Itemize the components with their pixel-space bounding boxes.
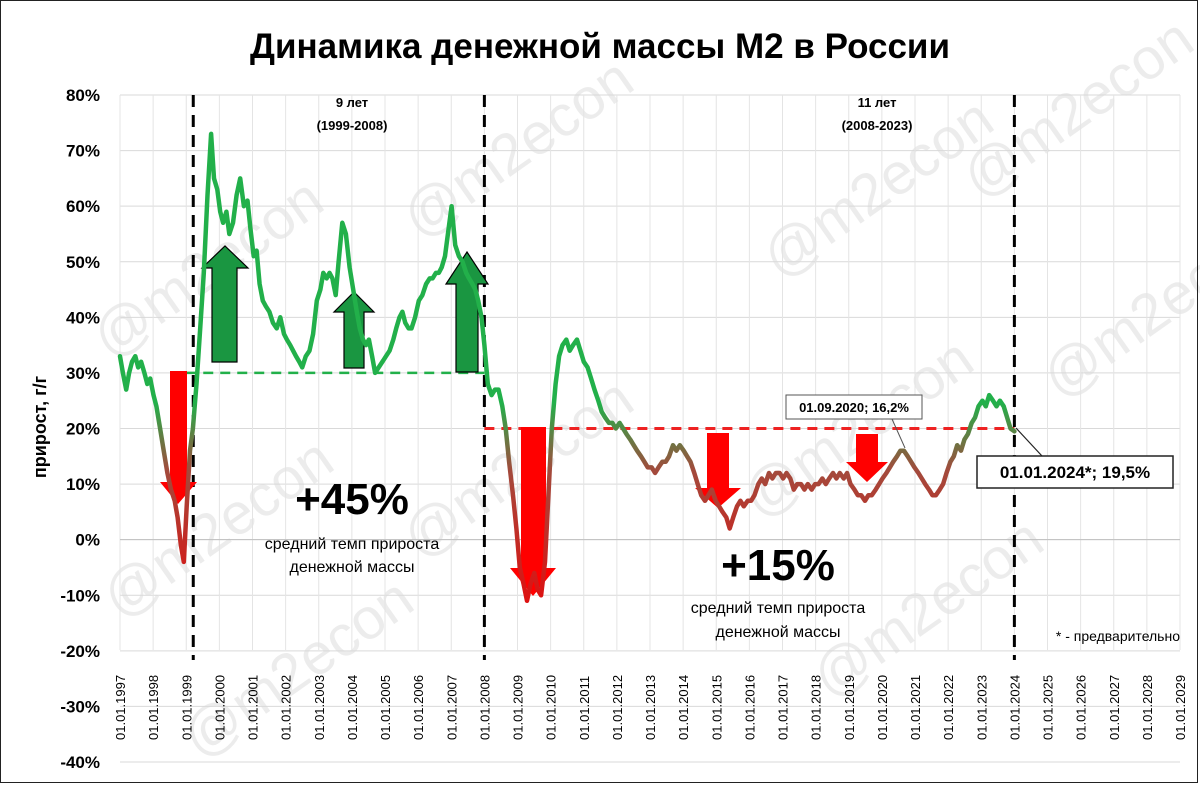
y-tick-label: 40% (66, 308, 100, 327)
watermark-layer: @m2econ@m2econ @m2econ@m2econ @m2econ@m2ec… (80, 5, 1200, 770)
y-tick-label: 60% (66, 197, 100, 216)
watermark-text: @m2econ (1030, 205, 1200, 410)
x-tick-label: 01.01.2019 (842, 675, 857, 740)
x-tick-label: 01.01.2027 (1107, 675, 1122, 740)
y-axis-label: прирост, г/г (30, 375, 50, 478)
x-tick-label: 01.01.2025 (1041, 675, 1056, 740)
green-up-arrow-3 (444, 250, 490, 373)
x-tick-label: 01.01.2007 (444, 675, 459, 740)
x-tick-label: 01.01.2020 (875, 675, 890, 740)
x-tick-label: 01.01.2002 (279, 675, 294, 740)
chart-title: Динамика денежной массы М2 в России (250, 27, 950, 66)
callout-2024: 01.01.2024*; 19,5% (976, 427, 1174, 489)
x-tick-label: 01.01.2017 (776, 675, 791, 740)
y-tick-label: -10% (60, 586, 100, 605)
x-tick-label: 01.01.2023 (974, 675, 989, 740)
x-tick-label: 01.01.2000 (212, 675, 227, 740)
y-tick-label: 0% (75, 531, 100, 550)
x-tick-label: 01.01.2008 (477, 675, 492, 740)
x-tick-label: 01.01.2001 (246, 675, 261, 740)
y-tick-label: 20% (66, 420, 100, 439)
y-tick-label: -40% (60, 753, 100, 772)
period-label-1-line2: (1999-2008) (317, 118, 388, 133)
y-tick-labels: -40% -30% -20% -10% 0% 10% 20% 30% 40% 50% 60% 70% 8… (60, 86, 100, 772)
x-tick-label: 01.01.2013 (643, 675, 658, 740)
average-2-line1: средний темп прироста (691, 600, 866, 617)
preliminary-note: * - предварительно (1056, 628, 1180, 644)
x-tick-label: 01.01.2005 (378, 675, 393, 740)
x-tick-label: 01.01.2022 (941, 675, 956, 740)
callout-2020: 01.09.2020; 16,2% (785, 394, 923, 449)
x-tick-label: 01.01.2012 (610, 675, 625, 740)
x-tick-label: 01.01.2004 (345, 675, 360, 740)
period-label-2-line2: (2008-2023) (842, 118, 913, 133)
reference-lines (186, 371, 1015, 430)
x-tick-label: 01.01.2018 (809, 675, 824, 740)
period-dividers (191, 95, 1016, 660)
average-1-line1: средний темп прироста (265, 536, 440, 553)
callout-2020-label: 01.09.2020; 16,2% (799, 400, 909, 415)
x-tick-label: 01.01.2009 (511, 675, 526, 740)
x-tick-label: 01.01.2021 (908, 675, 923, 740)
average-1-value: +45% (295, 475, 409, 524)
green-up-arrow-2 (332, 291, 376, 369)
average-2-value: +15% (721, 541, 835, 590)
y-tick-label: -20% (60, 642, 100, 661)
x-tick-label: 01.01.2003 (312, 675, 327, 740)
x-tick-label: 01.01.1999 (179, 675, 194, 740)
period-label-2-line1: 11 лет (858, 95, 897, 110)
x-tick-label: 01.01.2015 (709, 675, 724, 740)
x-tick-label: 01.01.2028 (1140, 675, 1155, 740)
y-tick-label: 80% (66, 86, 100, 105)
green-up-arrow-1 (200, 245, 250, 363)
x-tick-label: 01.01.1997 (113, 675, 128, 740)
x-tick-label: 01.01.2024 (1007, 675, 1022, 740)
average-1-line2: денежной массы (289, 559, 414, 576)
x-tick-label: 01.01.2006 (411, 675, 426, 740)
x-tick-label: 01.01.2010 (544, 675, 559, 740)
red-down-arrow-3 (695, 433, 741, 508)
x-tick-label: 01.01.2011 (577, 676, 592, 740)
watermark-text: @m2econ (90, 425, 345, 630)
y-tick-label: 50% (66, 253, 100, 272)
x-tick-labels: 01.01.1997 01.01.1998 01.01.1999 01.01.2000… (113, 675, 1188, 740)
y-tick-label: 30% (66, 364, 100, 383)
watermark-text: @m2econ (950, 5, 1200, 210)
m2-growth-line (117, 131, 1017, 604)
x-tick-label: 01.01.2014 (676, 675, 691, 740)
average-2-line2: денежной массы (715, 624, 840, 641)
x-tick-label: 01.01.2029 (1173, 675, 1188, 740)
period-label-1-line1: 9 лет (336, 95, 368, 110)
y-tick-label: 70% (66, 142, 100, 161)
callout-2024-label: 01.01.2024*; 19,5% (1000, 463, 1150, 482)
x-tick-label: 01.01.1998 (146, 675, 161, 740)
red-down-arrow-4 (846, 434, 888, 482)
y-tick-label: -30% (60, 697, 100, 716)
x-tick-label: 01.01.2026 (1074, 675, 1089, 740)
red-down-arrow-1 (160, 371, 197, 504)
x-tick-label: 01.01.2016 (742, 675, 757, 740)
watermark-text: @m2econ (750, 85, 1005, 290)
y-tick-label: 10% (66, 475, 100, 494)
